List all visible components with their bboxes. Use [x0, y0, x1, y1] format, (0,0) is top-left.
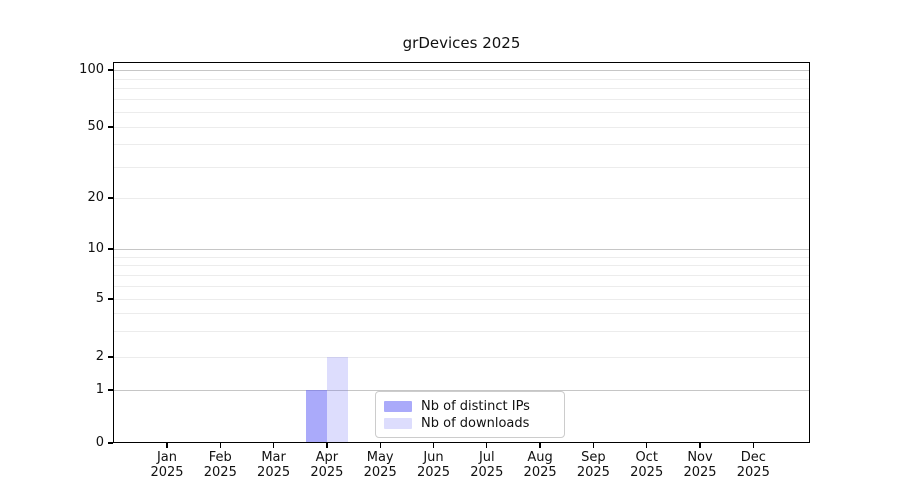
x-tick [326, 443, 328, 448]
x-tick [379, 443, 381, 448]
legend-label-distinct-ips: Nb of distinct IPs [421, 399, 530, 414]
x-tick-label: Nov 2025 [683, 450, 717, 480]
x-tick-label: Jan 2025 [150, 450, 184, 480]
x-tick [166, 443, 168, 448]
x-tick-label: Mar 2025 [257, 450, 291, 480]
minor-gridline [113, 265, 810, 267]
minor-gridline [113, 144, 810, 146]
y-tick-label: 0 [95, 435, 104, 450]
y-tick-label: 2 [95, 349, 104, 364]
distinct-ips-swatch-icon [384, 401, 412, 412]
major-gridline [113, 390, 810, 391]
minor-gridline [113, 127, 810, 128]
legend-label-downloads: Nb of downloads [421, 416, 530, 431]
x-tick-label: May 2025 [363, 450, 397, 480]
x-tick-label: Feb 2025 [203, 450, 237, 480]
x-tick-label: Apr 2025 [310, 450, 344, 480]
legend: Nb of distinct IPs Nb of downloads [375, 391, 565, 438]
major-gridline [113, 249, 810, 250]
y-tick [108, 126, 113, 128]
bar-distinct-ips [305, 390, 327, 443]
chart-title: grDevices 2025 [402, 34, 521, 52]
x-tick [486, 443, 488, 448]
minor-gridline [113, 88, 810, 90]
y-tick [108, 356, 113, 358]
minor-gridline [113, 285, 810, 287]
minor-gridline [113, 112, 810, 113]
y-tick [108, 442, 113, 444]
x-tick [272, 443, 275, 448]
x-tick [592, 443, 595, 448]
minor-gridline [113, 78, 810, 80]
x-tick-label: Jul 2025 [470, 450, 504, 480]
minor-gridline [113, 256, 810, 258]
y-tick [108, 389, 113, 391]
x-tick-label: Aug 2025 [523, 450, 557, 480]
minor-gridline [113, 166, 810, 168]
y-tick [108, 69, 113, 71]
minor-gridline [113, 313, 810, 315]
y-tick-label: 5 [95, 291, 104, 306]
plot-area [113, 62, 810, 443]
legend-entry-downloads: Nb of downloads [384, 415, 556, 432]
y-tick [108, 197, 113, 199]
y-tick-label: 100 [79, 62, 104, 77]
minor-gridline [113, 299, 810, 300]
x-tick [699, 443, 701, 448]
y-tick-label: 50 [87, 119, 104, 134]
minor-gridline [113, 357, 810, 358]
y-tick-label: 20 [87, 190, 104, 205]
y-tick [108, 248, 113, 250]
minor-gridline [113, 274, 810, 276]
x-tick [646, 443, 648, 448]
minor-gridline [113, 99, 810, 101]
x-tick-label: Dec 2025 [736, 450, 770, 480]
major-gridline [113, 70, 810, 71]
y-tick-label: 10 [87, 241, 104, 256]
downloads-swatch-icon [384, 418, 412, 429]
x-tick [539, 443, 541, 448]
x-tick-label: Oct 2025 [630, 450, 664, 480]
x-tick [432, 443, 435, 448]
x-tick [219, 443, 221, 448]
legend-entry-distinct-ips: Nb of distinct IPs [384, 398, 556, 415]
y-tick [108, 298, 113, 300]
y-tick-label: 1 [95, 382, 104, 397]
minor-gridline [113, 331, 810, 333]
bar-downloads [326, 357, 348, 443]
x-tick-label: Jun 2025 [416, 450, 451, 480]
x-tick-label: Sep 2025 [576, 450, 610, 480]
minor-gridline [113, 198, 810, 199]
x-tick [752, 443, 754, 448]
